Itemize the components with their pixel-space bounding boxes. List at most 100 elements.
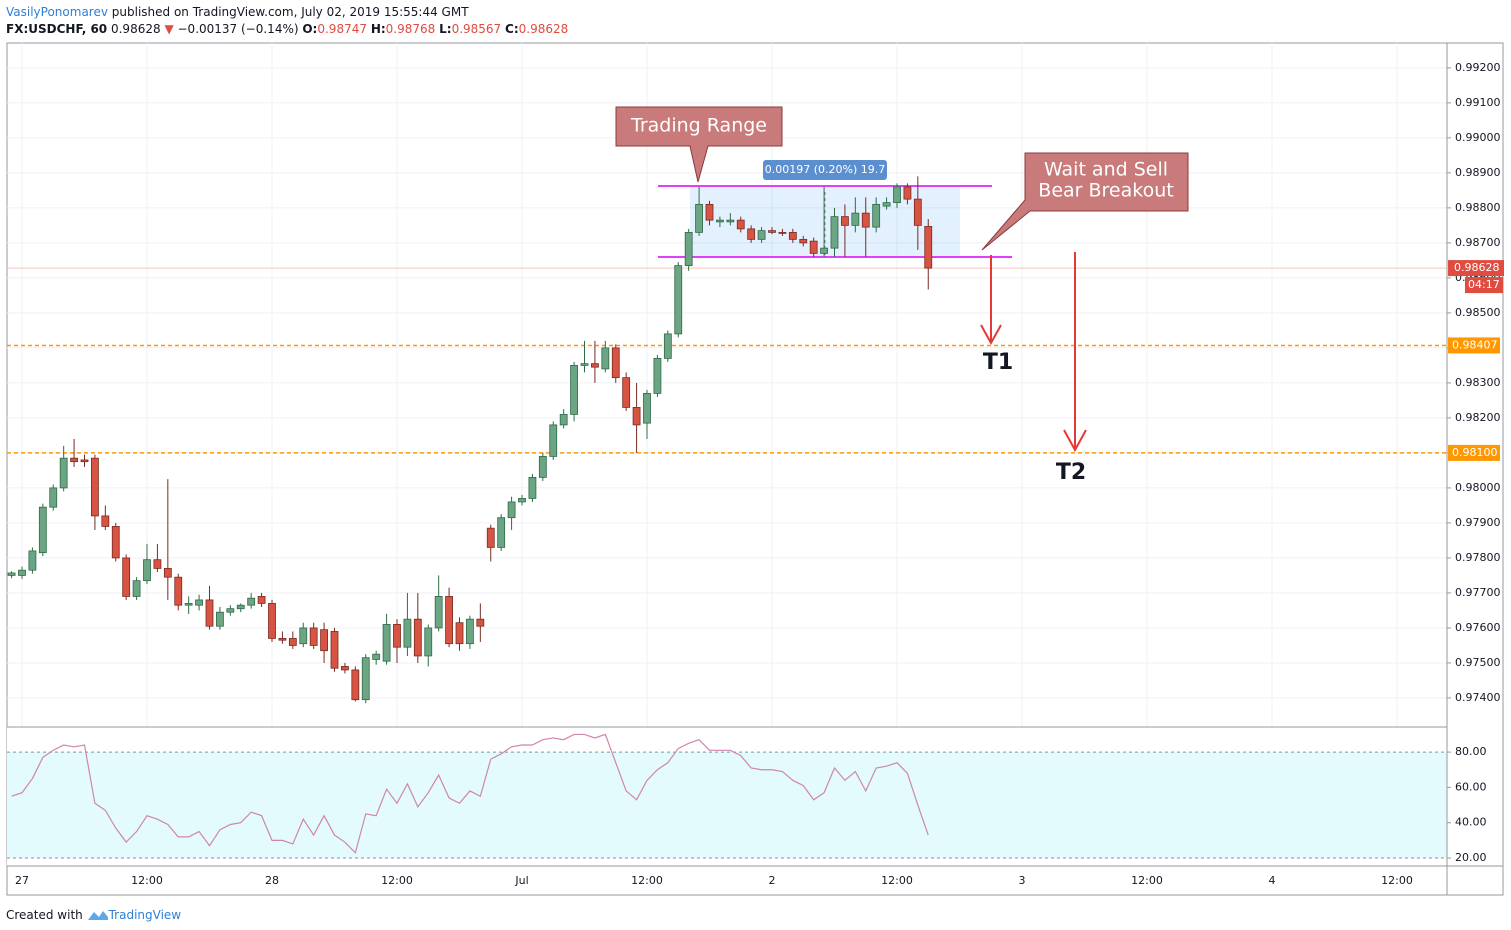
candle-body [736, 219, 745, 230]
t1-label: T1 [983, 350, 1013, 375]
candle-body [309, 627, 318, 646]
y-tick-label: 0.98700 [1455, 236, 1501, 249]
footer: Created with TradingView [6, 905, 181, 922]
l: 0.98567 [451, 22, 502, 36]
rsi-line [11, 733, 929, 854]
candle-body [195, 599, 203, 606]
candle-body [7, 572, 16, 576]
candle-body [111, 526, 120, 559]
brand[interactable]: TradingView [108, 908, 182, 922]
t2-arrow [1063, 252, 1087, 453]
axes: 27 12:00 28 12:00 Jul 12:00 2 12:00 3 12:00 4 12:00… [15, 61, 1504, 887]
candle-body [236, 604, 245, 610]
range-callout [615, 106, 783, 183]
candle-body [893, 186, 901, 204]
o-label: O: [302, 22, 318, 36]
candle-body [403, 618, 412, 648]
candle-body [38, 506, 47, 554]
c-label: C: [505, 22, 519, 36]
candle-body [226, 608, 235, 613]
candle-body [799, 238, 808, 244]
x-tick-label: 2 [769, 874, 776, 887]
x-tick-label: 12:00 [131, 874, 163, 887]
o: 0.98747 [317, 22, 367, 36]
candle-body [247, 597, 256, 606]
y-tick-label: 0.98900 [1455, 166, 1501, 179]
candle-body [278, 638, 287, 641]
candle-body [455, 622, 464, 645]
last-price-label: 0.98628 [1454, 261, 1500, 274]
y-tick-label: 0.97900 [1455, 516, 1501, 529]
candle-body [591, 363, 599, 368]
y-tick-label: 0.97600 [1455, 621, 1501, 634]
candle-body [122, 557, 131, 597]
t1-arrow [980, 255, 1002, 346]
candle-body [382, 624, 391, 662]
candle-body [570, 364, 578, 415]
candle-body [143, 559, 151, 582]
candle-body [830, 216, 839, 249]
candle-body [257, 596, 266, 604]
rsi-tick-label: 40.00 [1455, 816, 1487, 829]
x-tick-label: 12:00 [381, 874, 413, 887]
x-tick-label: 12:00 [1131, 874, 1163, 887]
symbol-line: FX:USDCHF, 60 0.98628 ▼ −0.00137 (−0.14%… [6, 22, 568, 36]
candle-body [913, 198, 922, 226]
candle-body [747, 228, 756, 240]
candle-body [205, 599, 214, 627]
candle-body [851, 212, 860, 226]
candle-body [632, 407, 641, 426]
rsi-pane [7, 733, 1447, 859]
last: 0.98628 [110, 22, 161, 36]
y-tick-label: 0.97800 [1455, 551, 1501, 564]
candle-body [361, 657, 370, 701]
level-tag [1448, 444, 1500, 461]
candle-body [611, 347, 620, 379]
sell-label-1: Wait and Sell [1044, 159, 1168, 181]
change: −0.00137 (−0.14%) [177, 22, 299, 36]
y-tick-label: 0.98800 [1455, 201, 1501, 214]
candle-body [28, 550, 37, 571]
frame [6, 42, 1504, 896]
sell-callout [981, 152, 1189, 251]
rsi-tick-label: 20.00 [1455, 851, 1487, 864]
author[interactable]: VasilyPonomarev [6, 5, 108, 19]
c: 0.98628 [518, 22, 569, 36]
x-tick-label: 4 [1269, 874, 1276, 887]
y-tick-label: 0.98200 [1455, 411, 1501, 424]
candle-body [861, 212, 870, 228]
candle-body [351, 669, 360, 701]
h: 0.98768 [385, 22, 436, 36]
down-icon: ▼ [164, 22, 174, 36]
candle-body [434, 596, 443, 629]
candle-body [882, 202, 891, 207]
h-label: H: [370, 22, 386, 36]
candle-body [49, 487, 58, 508]
candle-body [132, 580, 141, 597]
rsi-tick-label: 60.00 [1455, 780, 1487, 793]
candle-body [80, 459, 89, 463]
candle-body [163, 568, 172, 578]
candle-body [320, 629, 328, 652]
candle-body [101, 515, 110, 527]
rsi-band [7, 752, 1447, 859]
grid [7, 43, 1447, 866]
candle-body [872, 203, 881, 228]
candle-body [59, 457, 68, 489]
candle-body [184, 603, 193, 606]
candle-body [445, 596, 453, 645]
candle-body [288, 638, 297, 646]
candle-body [705, 203, 714, 221]
created: Created with [6, 908, 83, 922]
logo [87, 911, 108, 920]
candle-body [726, 219, 735, 223]
candle-body [757, 230, 766, 240]
candle-body [663, 333, 672, 359]
published: published on TradingView.com, July 02, 2… [111, 5, 469, 19]
candle-body [216, 611, 224, 627]
last-price-tag [1448, 260, 1504, 277]
y-tick-label: 0.99200 [1455, 61, 1501, 74]
candle-body [549, 424, 558, 457]
candle-body [518, 498, 526, 503]
candle-body [268, 603, 276, 639]
